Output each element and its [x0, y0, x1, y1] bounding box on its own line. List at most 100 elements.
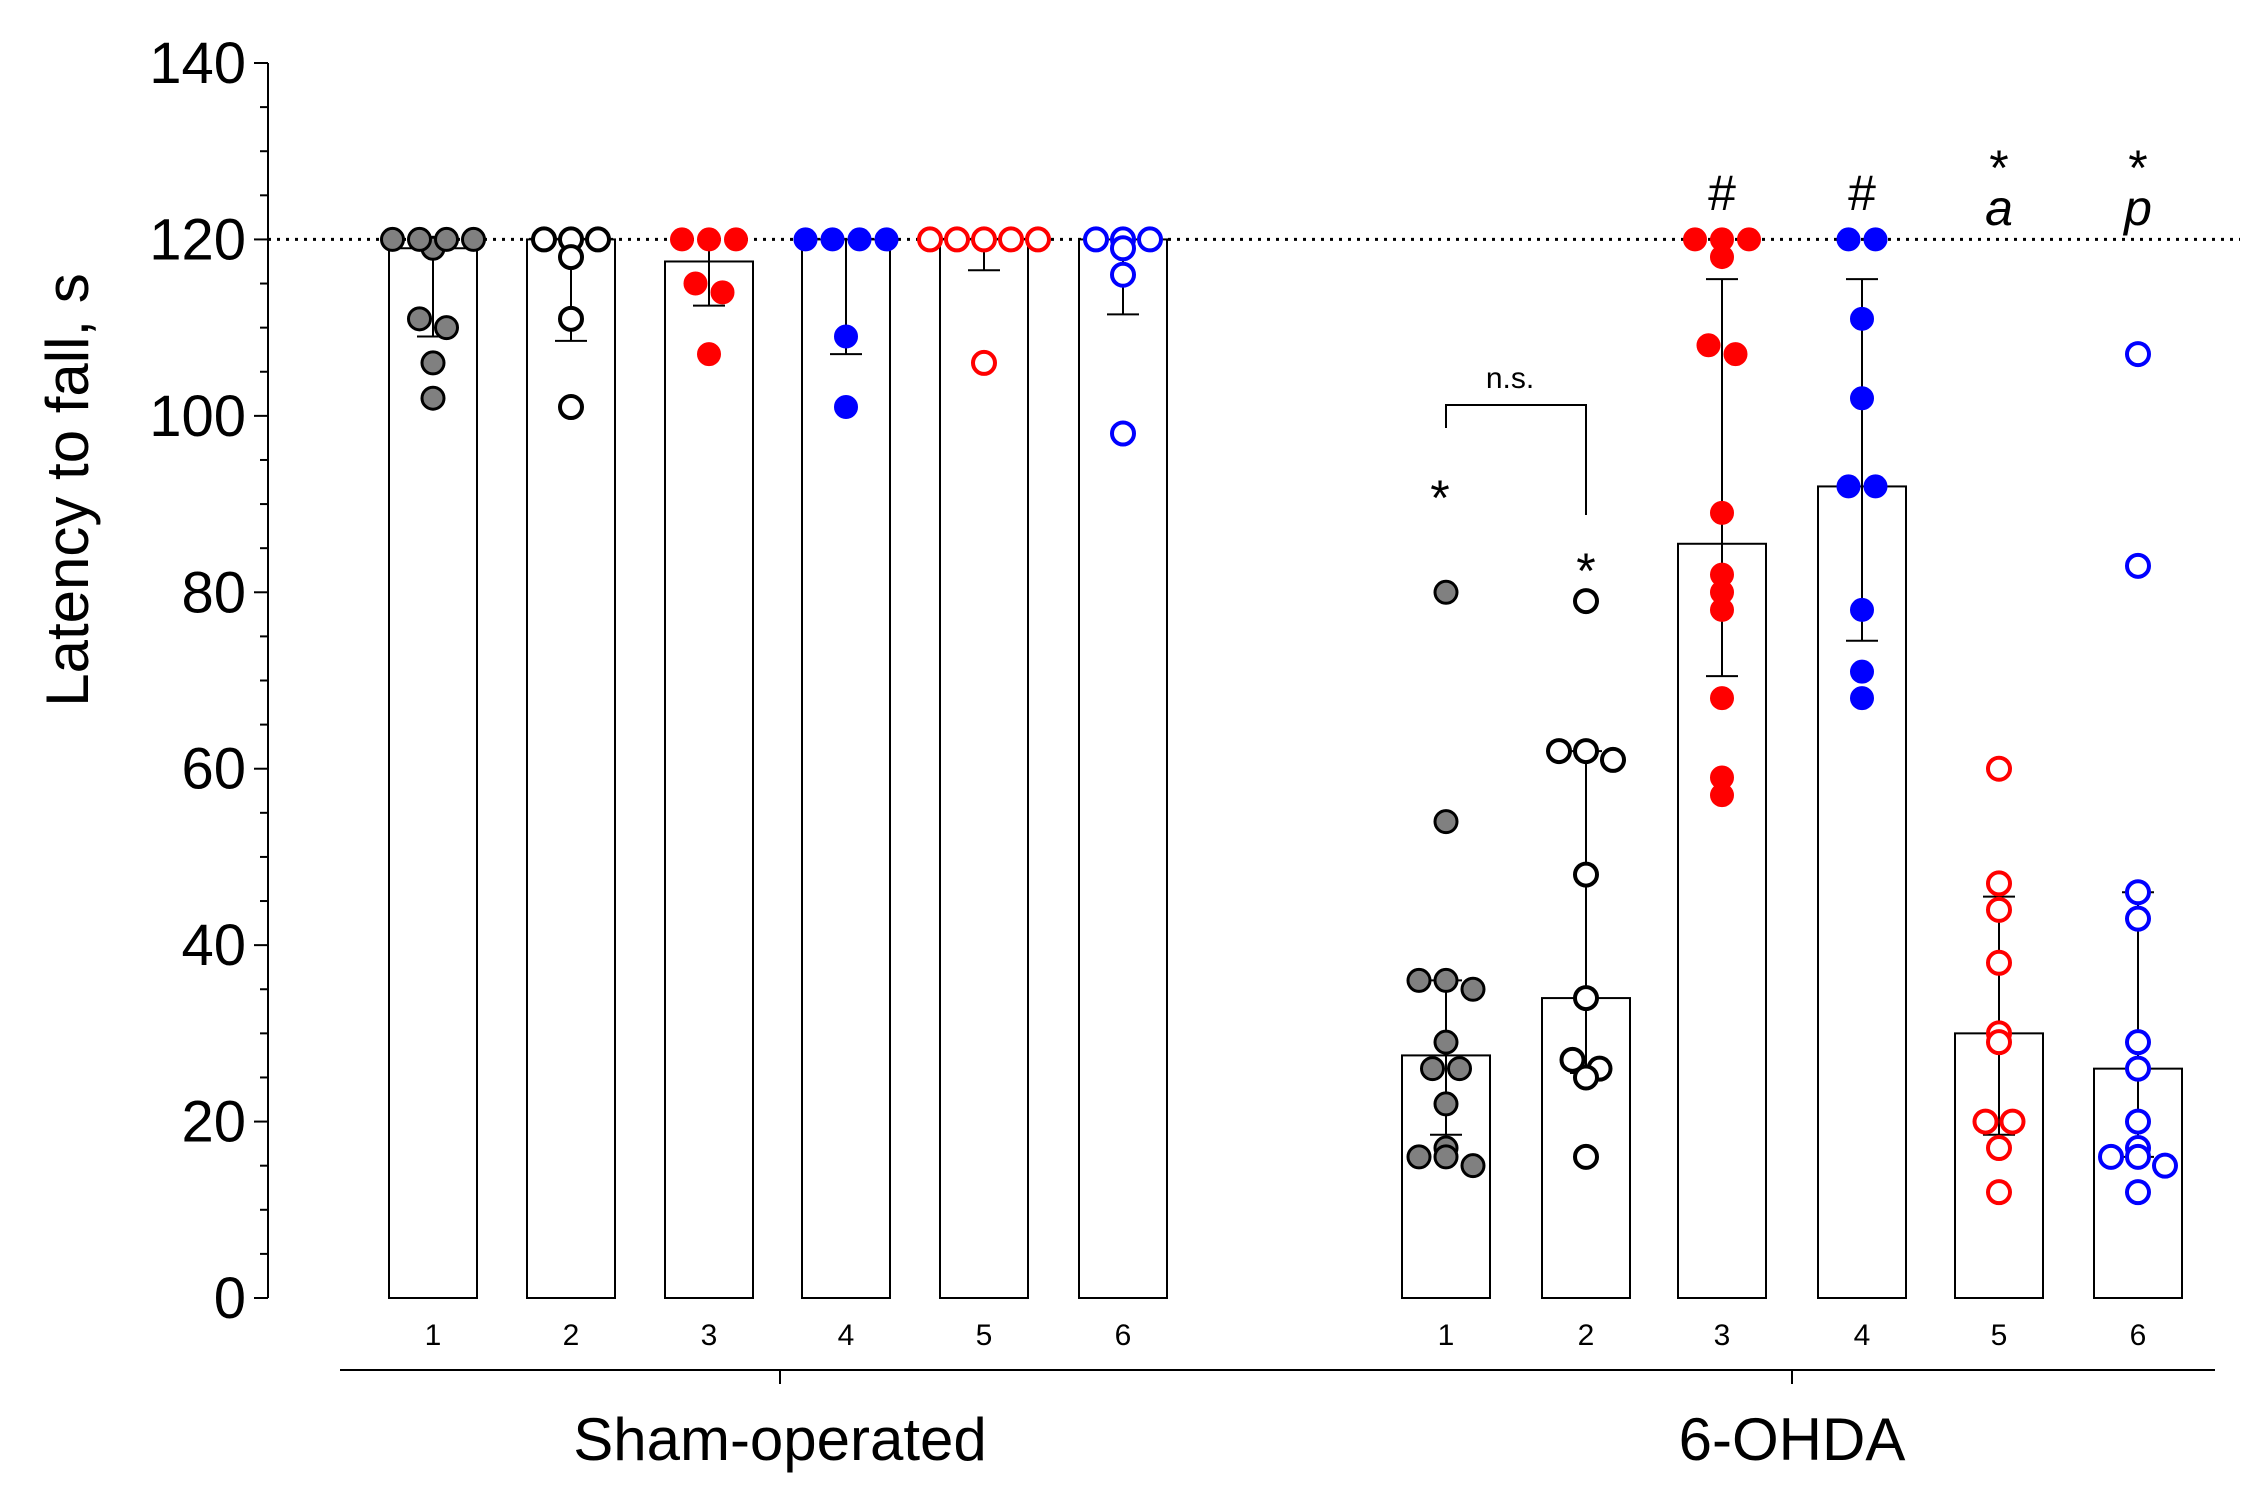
data-point	[1723, 342, 1748, 367]
bar-0-4	[939, 238, 1029, 1299]
axis-layer: 0 20 40 60 80 100 120 140 1 2 3 4 5 6 1 2 3 4 5 6	[149, 31, 2215, 1384]
annotation-hash-ohda-3: #	[1708, 165, 1736, 221]
y-axis-label: Latency to fall, s	[34, 273, 101, 707]
data-point	[2125, 1108, 2151, 1135]
data-point	[558, 394, 584, 421]
bar-0-0	[388, 247, 478, 1299]
data-point	[1083, 226, 1109, 253]
data-point	[944, 226, 970, 253]
data-point	[1696, 333, 1721, 358]
x-tick-label: 5	[976, 1319, 993, 1352]
data-point	[1433, 809, 1459, 835]
x-tick-label: 6	[2130, 1319, 2147, 1352]
data-point	[847, 227, 872, 252]
group-label-sham: Sham-operated	[573, 1406, 987, 1473]
data-point	[1850, 306, 1874, 331]
data-point	[2125, 1179, 2151, 1206]
data-point	[1986, 755, 2012, 782]
data-point	[1850, 597, 1874, 622]
data-point	[558, 244, 584, 271]
data-point	[834, 324, 858, 349]
data-point	[1986, 896, 2012, 923]
bar-0-2	[664, 260, 754, 1299]
x-tick-label: 3	[701, 1319, 718, 1352]
data-point	[1836, 227, 1861, 252]
annotation-star-ohda-1: *	[1430, 470, 1449, 526]
data-point	[1710, 245, 1734, 270]
data-point	[2125, 879, 2151, 906]
bar-layer	[388, 238, 2183, 1300]
data-point	[558, 305, 584, 332]
data-point	[1137, 226, 1163, 253]
data-point	[1433, 1144, 1459, 1170]
data-point	[1850, 686, 1874, 711]
data-point	[998, 226, 1024, 253]
y-tick-label: 20	[181, 1090, 246, 1155]
data-point	[1986, 1179, 2012, 1206]
ns-label: n.s.	[1486, 362, 1534, 395]
x-tick-label: 2	[563, 1319, 580, 1352]
data-point	[1110, 261, 1136, 288]
data-point	[1447, 1056, 1472, 1082]
data-point	[407, 306, 432, 332]
x-tick-label: 1	[1438, 1319, 1455, 1352]
data-point	[2125, 1055, 2151, 1082]
data-point	[724, 227, 748, 252]
data-point	[971, 226, 997, 253]
annotation-letter-ohda-6: p	[2122, 180, 2152, 236]
data-point	[420, 385, 446, 411]
annotation-star-ohda-6: *	[2128, 140, 2147, 196]
data-point	[1559, 1046, 1586, 1073]
data-point	[820, 227, 845, 252]
data-point	[1420, 1056, 1445, 1082]
annotation-star-ohda-2: *	[1576, 543, 1595, 599]
data-point	[1546, 738, 1572, 765]
data-point	[834, 395, 858, 420]
data-point	[1836, 474, 1861, 499]
data-point	[1863, 474, 1888, 499]
data-point	[1406, 967, 1432, 993]
x-tick-label: 6	[1115, 1319, 1132, 1352]
y-tick-label: 40	[181, 913, 246, 978]
y-tick-label: 0	[214, 1266, 246, 1331]
data-point	[1710, 686, 1734, 711]
x-tick-label: 5	[1991, 1319, 2008, 1352]
point-layer	[380, 226, 2178, 1206]
x-tick-label: 3	[1714, 1319, 1731, 1352]
reference-layer	[268, 237, 2240, 515]
data-point	[793, 227, 818, 252]
data-point	[1710, 783, 1734, 808]
x-tick-label: 1	[425, 1319, 442, 1352]
data-point	[2125, 341, 2151, 368]
x-tick-label: 2	[1578, 1319, 1595, 1352]
data-point	[697, 227, 721, 252]
data-point	[420, 350, 446, 376]
data-point	[1460, 1153, 1486, 1179]
data-point	[1986, 949, 2012, 976]
annotation-hash-ohda-4: #	[1848, 165, 1876, 221]
x-tick-label: 4	[1854, 1319, 1871, 1352]
data-point	[2152, 1152, 2178, 1179]
data-point	[971, 349, 997, 376]
data-point	[917, 226, 943, 253]
data-point	[1573, 738, 1599, 765]
data-point	[1573, 985, 1599, 1012]
data-point	[531, 226, 557, 253]
data-point	[1573, 1064, 1599, 1091]
data-point	[1460, 976, 1486, 1002]
data-point	[1850, 659, 1874, 684]
data-point	[1986, 870, 2012, 897]
x-tick-label: 4	[838, 1319, 855, 1352]
data-point	[1573, 861, 1599, 888]
data-point	[2125, 1143, 2151, 1170]
data-point	[1573, 588, 1599, 615]
data-point	[1433, 1091, 1459, 1117]
data-point	[710, 280, 735, 305]
data-point	[2125, 1029, 2151, 1056]
data-point	[1737, 227, 1761, 252]
data-point	[1972, 1108, 1999, 1135]
data-point	[2125, 905, 2151, 932]
data-point	[1110, 235, 1136, 262]
y-tick-label: 120	[149, 207, 246, 272]
y-tick-label: 100	[149, 384, 246, 449]
